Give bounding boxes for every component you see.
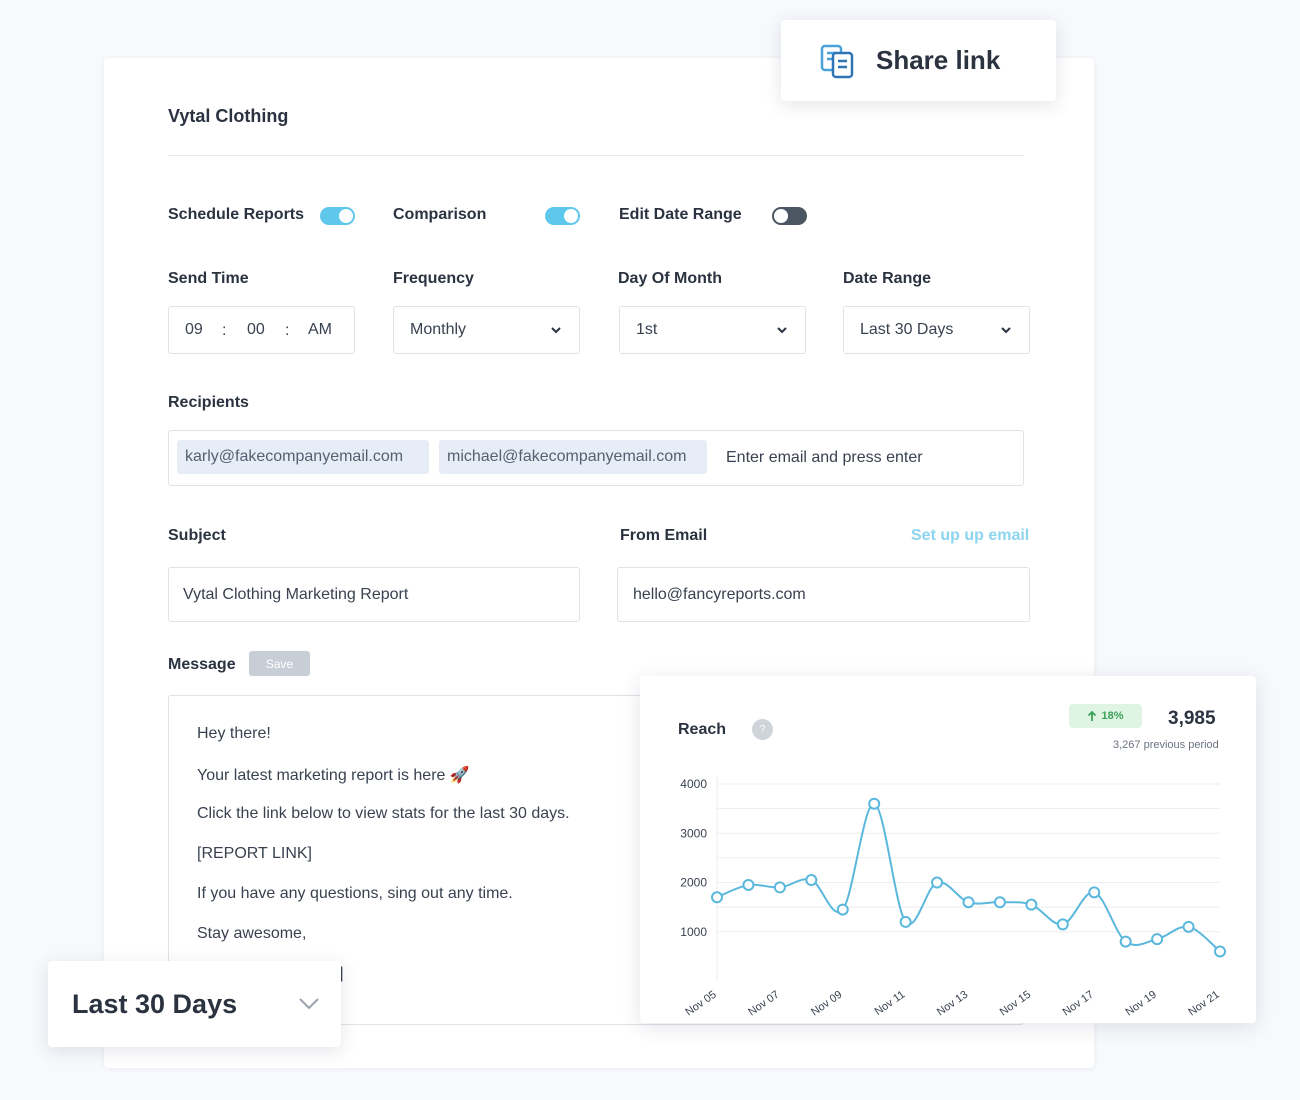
data-point [1056,918,1069,931]
x-tick-label: Nov 09 [809,989,844,1019]
recipient-email-input[interactable]: Enter email and press enter [726,449,923,466]
message-line: Click the link below to view stats for t… [197,805,570,822]
change-badge: 18% [1069,704,1142,728]
y-tick-label: 3000 [680,826,707,840]
message-label: Message [168,656,236,673]
schedule-reports-toggle[interactable] [320,207,355,225]
x-tick-label: Nov 07 [746,989,781,1019]
change-value: 18% [1101,710,1124,722]
data-point [931,876,944,889]
data-point [742,878,755,891]
reach-series-line [716,802,1221,953]
help-icon[interactable]: ? [752,719,773,740]
date-range-label: Date Range [843,270,932,287]
day-of-month-label: Day Of Month [618,270,722,287]
share-link-label: Share link [876,45,1001,75]
y-tick-label: 1000 [680,925,707,939]
previous-period: 3,267 previous period [1113,739,1219,751]
reach-chart-card: Reach ? 18% 3,985 3,267 previous period … [640,676,1256,1023]
message-line: If you have any questions, sing out any … [197,885,513,902]
time-separator: : [222,322,227,339]
data-point [1151,933,1164,946]
message-line: Hey there! [197,725,271,742]
comparison-label: Comparison [393,206,487,223]
y-tick-label: 4000 [680,777,707,791]
edit-date-range-toggle[interactable] [772,207,807,225]
chevron-down-icon [551,327,561,334]
recipient-chip[interactable]: michael@fakecompanyemail.com [439,440,707,474]
subject-label: Subject [168,527,226,544]
date-range-select[interactable]: Last 30 Days [843,306,1030,354]
set-up-email-link[interactable]: Set up up email [911,527,1030,544]
date-range-dropdown[interactable]: Last 30 Days [48,961,341,1047]
arrow-up-icon [1088,710,1097,721]
schedule-reports-label: Schedule Reports [168,206,305,223]
subject-value: Vytal Clothing Marketing Report [183,585,409,603]
data-point [868,797,881,810]
y-tick-label: 2000 [680,876,707,890]
send-time-label: Send Time [168,270,249,287]
comparison-toggle[interactable] [545,207,580,225]
data-point [899,915,912,928]
minute-value[interactable]: 00 [247,321,265,338]
client-name: Vytal Clothing [168,106,289,126]
frequency-label: Frequency [393,270,474,287]
message-line: ] [339,965,344,982]
data-point [1214,945,1226,958]
x-tick-label: Nov 13 [935,989,970,1019]
data-point [993,896,1006,909]
x-tick-label: Nov 19 [1123,989,1158,1019]
recipient-chip[interactable]: karly@fakecompanyemail.com [177,440,429,474]
date-range-value: Last 30 Days [860,321,954,338]
ampm-value[interactable]: AM [308,321,332,338]
subject-input[interactable]: Vytal Clothing Marketing Report [168,567,580,622]
reach-line-chart: 1000 2000 3000 4000 Nov 05 Nov 07 Nov 09 Nov 11… [680,776,1226,1019]
x-tick-label: Nov 21 [1186,989,1221,1019]
divider [168,155,1024,156]
chevron-down-icon [777,327,787,334]
data-point [836,903,849,916]
day-of-month-select[interactable]: 1st [619,306,806,354]
hour-value[interactable]: 09 [185,321,203,338]
x-tick-label: Nov 15 [998,989,1033,1019]
frequency-value: Monthly [410,321,467,338]
data-point [711,891,723,904]
chevron-down-icon [299,998,319,1010]
data-point [1025,898,1038,911]
day-of-month-value: 1st [636,321,658,338]
reach-value: 3,985 [1168,708,1216,729]
x-tick-label: Nov 17 [1061,989,1096,1019]
message-line: Your latest marketing report is here 🚀 [197,767,470,784]
copy-document-icon [820,44,854,79]
time-separator: : [285,322,290,339]
send-time-input[interactable]: 09 : 00 : AM [168,306,355,354]
message-line: [REPORT LINK] [197,845,312,862]
data-point [773,881,786,894]
date-range-dropdown-label: Last 30 Days [72,989,238,1019]
frequency-select[interactable]: Monthly [393,306,580,354]
from-email-input[interactable]: hello@fancyreports.com [617,567,1030,622]
edit-date-range-label: Edit Date Range [619,206,742,223]
data-point [1088,886,1101,899]
save-button[interactable]: Save [249,651,310,676]
from-email-value: hello@fancyreports.com [633,585,806,603]
share-link-button[interactable]: Share link [781,20,1056,101]
data-point [805,874,818,887]
data-point [1182,920,1195,933]
data-point [1119,935,1132,948]
from-email-label: From Email [620,527,708,544]
message-line: Stay awesome, [197,925,307,942]
chart-title: Reach [678,721,727,738]
chevron-down-icon [1001,327,1011,334]
recipients-label: Recipients [168,394,249,411]
x-tick-label: Nov 11 [873,989,908,1018]
data-point [962,896,975,909]
x-tick-label: Nov 05 [683,989,718,1019]
